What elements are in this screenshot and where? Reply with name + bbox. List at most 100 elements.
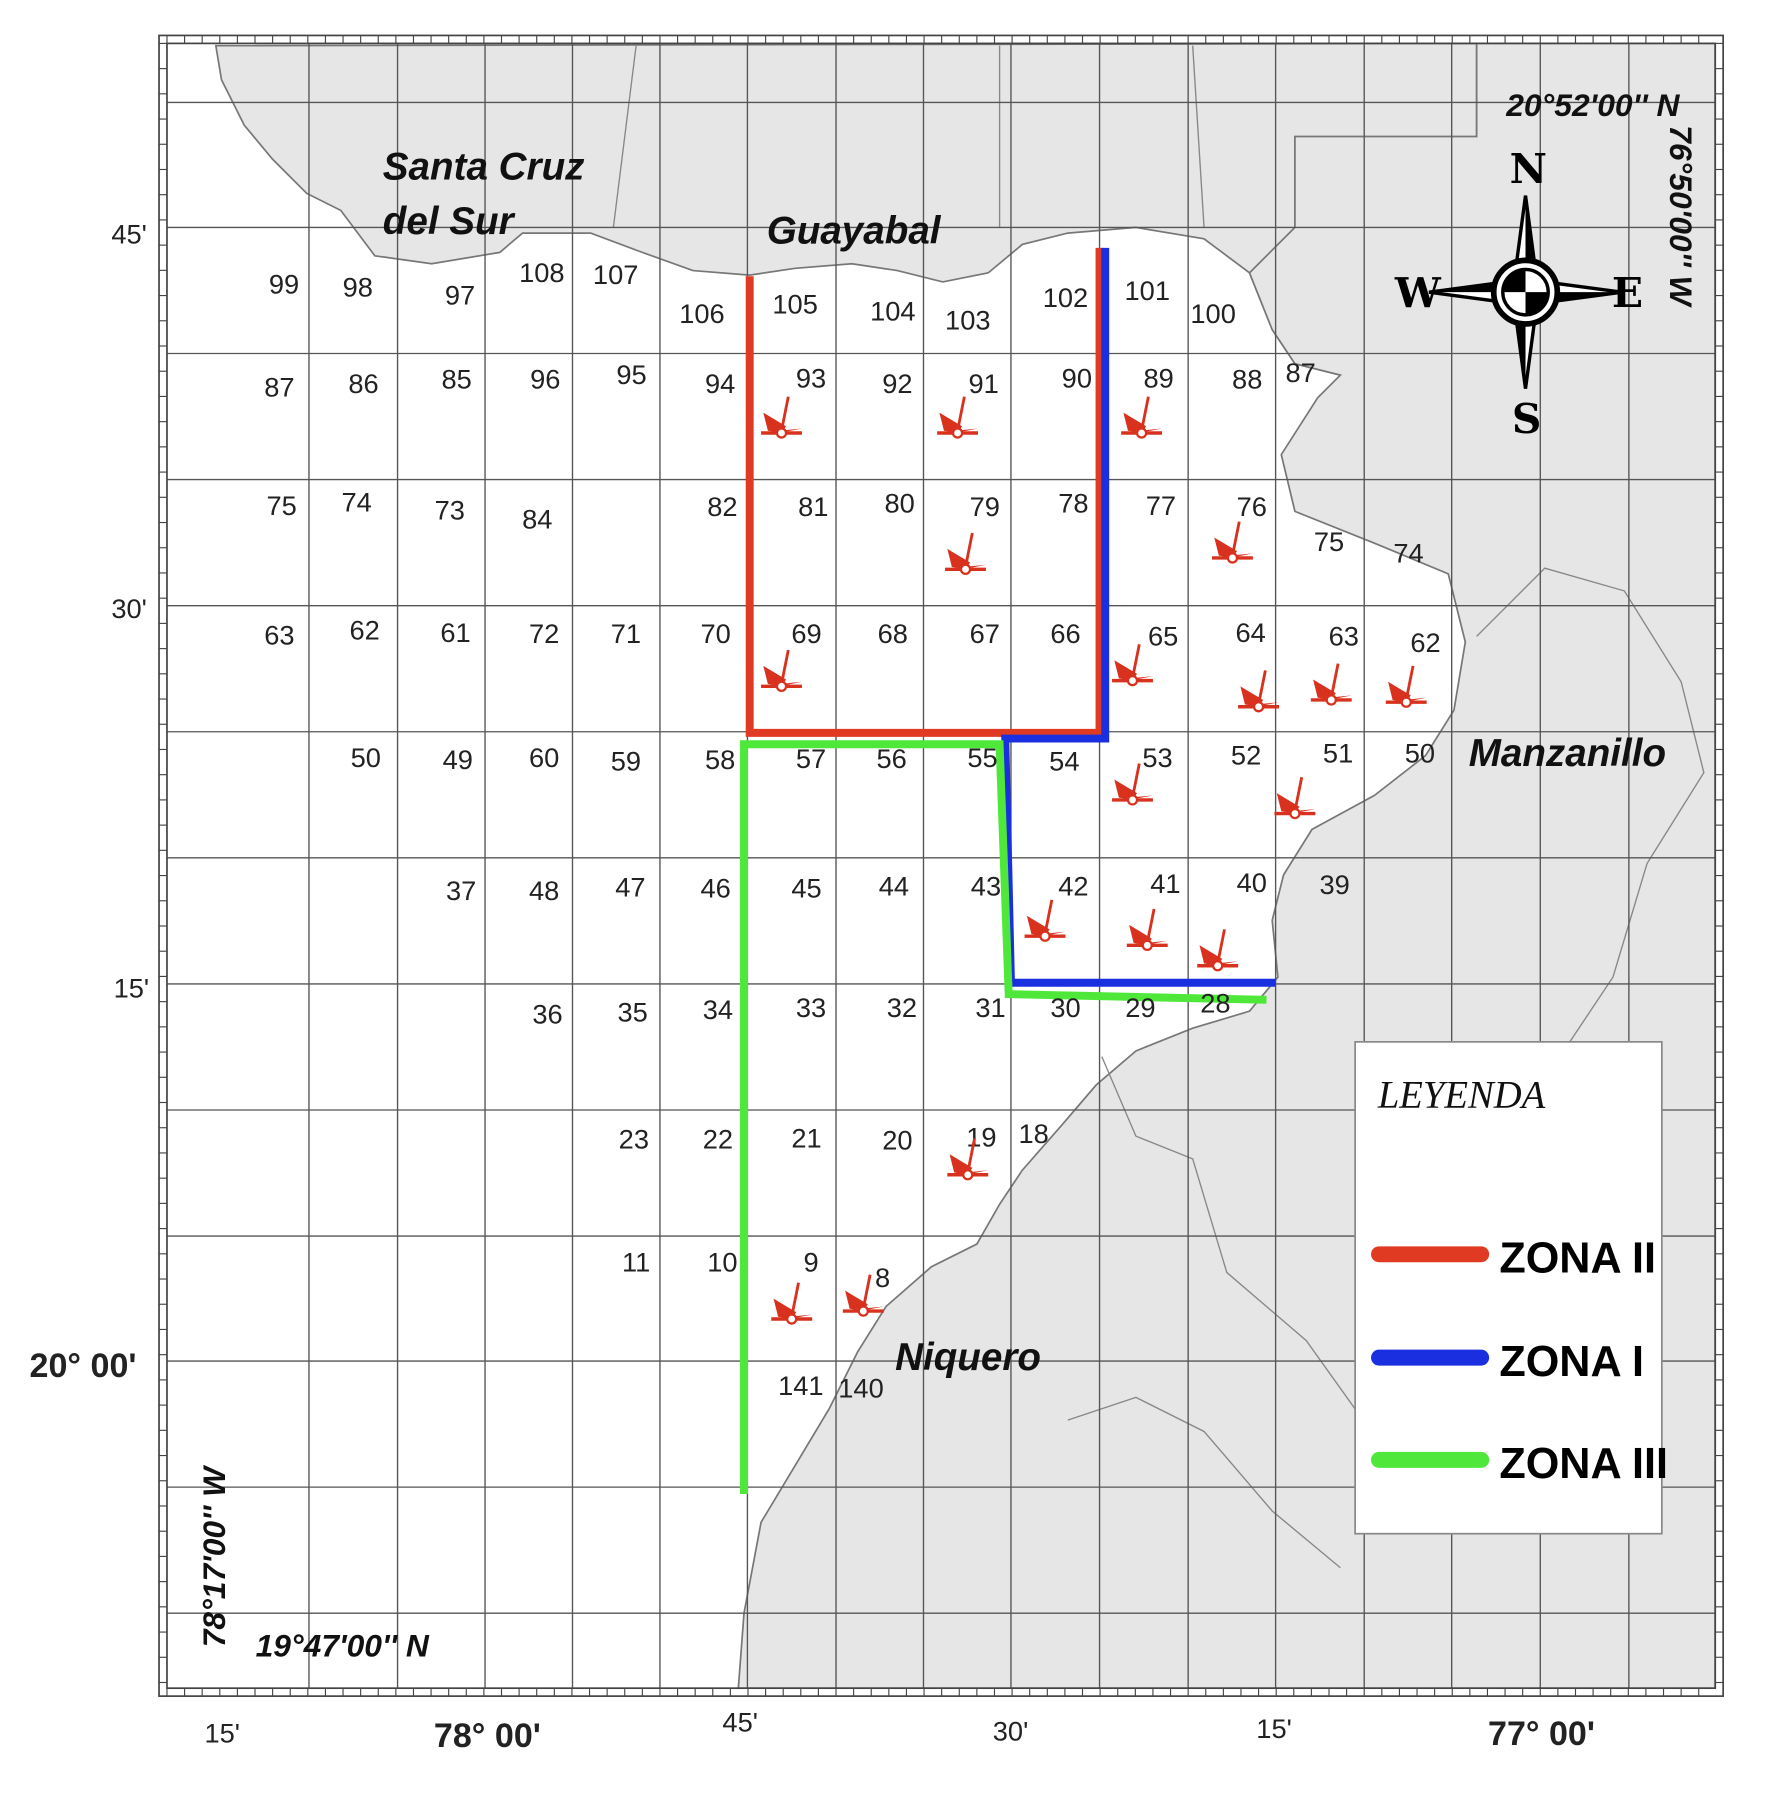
cell-number: 99 [269,268,299,299]
cell-number: 68 [878,618,908,649]
cell-number: 45 [791,873,821,904]
cell-number: 86 [348,368,378,399]
fishing-vessel-icon [947,1138,989,1181]
cell-number: 103 [945,305,990,336]
compass-center-ring [1501,267,1550,317]
town-manzanillo: Manzanillo [1469,732,1666,775]
left-tick-label: 20° 00' [30,1347,137,1385]
cell-number: 141 [778,1370,823,1401]
town-santa-cruz-line2: del Sur [383,200,516,243]
fishing-vessel-icon [761,649,802,692]
bottom-tick-label: 78° 00' [434,1717,541,1755]
cell-number: 74 [1393,538,1423,569]
cell-number: 60 [529,742,559,773]
bottom-tick-label: 77° 00' [1488,1715,1595,1753]
cell-number: 62 [349,615,379,646]
cell-number: 64 [1235,617,1265,648]
cell-number: 55 [967,742,997,773]
corner-lat-bottom: 19°47'00'' N [256,1627,430,1663]
cell-number: 104 [870,296,915,327]
cell-number: 32 [887,992,917,1023]
bottom-tick-label: 15' [1256,1713,1292,1744]
cell-number: 75 [1314,526,1344,557]
cell-number: 94 [705,368,735,399]
legend-label-zona-ii: ZONA II [1499,1234,1656,1282]
corner-lon-right: 76°50'00'' W [1663,125,1699,308]
legend-box [1354,1040,1663,1535]
cell-number: 57 [796,743,826,774]
cell-number: 100 [1190,298,1235,329]
cell-number: 63 [1329,620,1359,651]
cell-number: 87 [1285,357,1315,388]
cell-number: 56 [877,743,907,774]
cell-number: 62 [1410,627,1440,658]
cell-number: 75 [267,490,297,521]
cell-number: 80 [884,488,914,519]
cell-number: 87 [264,372,294,403]
cell-number: 21 [791,1122,821,1153]
cell-number: 79 [970,491,1000,522]
fishing-vessel-icon [1121,396,1163,439]
corner-lat-top: 20°52'00'' N [1505,87,1680,123]
fishing-vessel-icon [1112,644,1153,687]
cell-number: 102 [1043,282,1088,313]
cell-number: 92 [882,368,912,399]
cell-number: 82 [707,491,737,522]
cell-number: 107 [593,259,638,290]
cell-number: 46 [700,873,730,904]
cell-number: 101 [1125,275,1170,306]
cell-number: 42 [1058,870,1088,901]
cell-number: 93 [796,363,826,394]
cell-number: 49 [443,744,473,775]
cell-number: 96 [530,364,560,395]
fishing-vessel-icon [761,396,802,439]
legend-title: LEYENDA [1377,1075,1546,1117]
cell-number: 84 [522,503,552,534]
cell-number: 88 [1232,364,1262,395]
fishing-vessel-icon [1238,670,1280,713]
town-santa-cruz-line1: Santa Cruz [383,146,585,189]
fishing-vessel-icon [937,396,979,439]
fishing-vessel-icon [1310,663,1352,706]
cell-number: 140 [838,1372,883,1403]
left-tick-label: 15' [114,973,150,1004]
cell-number: 50 [1405,737,1435,768]
cell-number: 61 [440,617,470,648]
cell-number: 50 [351,742,381,773]
cell-number: 20 [882,1125,912,1156]
cell-number: 41 [1150,868,1180,899]
cell-number: 48 [529,875,559,906]
cell-number: 105 [772,289,817,320]
cell-number: 85 [441,364,471,395]
vessel-markers [761,396,1427,1325]
cell-number: 58 [705,744,735,775]
cell-number: 29 [1125,992,1155,1023]
cell-number: 35 [618,996,648,1027]
fishing-vessel-icon [945,532,986,575]
cell-number: 47 [615,871,645,902]
compass-rose: N S W E [1394,145,1643,443]
cell-number: 70 [700,618,730,649]
cell-number: 66 [1050,618,1080,649]
cell-number: 76 [1237,491,1267,522]
cell-number: 71 [611,618,641,649]
cell-number: 67 [970,618,1000,649]
cell-number: 52 [1231,740,1261,771]
cell-number: 91 [969,368,999,399]
cell-number: 31 [975,992,1005,1023]
cell-number: 28 [1200,987,1230,1018]
fishing-vessel-icon [842,1274,884,1317]
cell-number: 23 [619,1124,649,1155]
compass-s: S [1512,395,1542,443]
axis-labels: 15' 78° 00' 45' 30' 15' 77° 00' 45' 30' … [30,218,1595,1755]
cell-number: 63 [264,619,294,650]
cell-number: 40 [1237,867,1267,898]
cell-number: 53 [1142,742,1172,773]
cell-number: 19 [966,1121,996,1152]
legend-label-zona-i: ZONA I [1499,1338,1644,1386]
fishing-vessel-icon [1126,908,1168,951]
cell-number: 54 [1049,745,1079,776]
cell-number: 36 [532,999,562,1030]
